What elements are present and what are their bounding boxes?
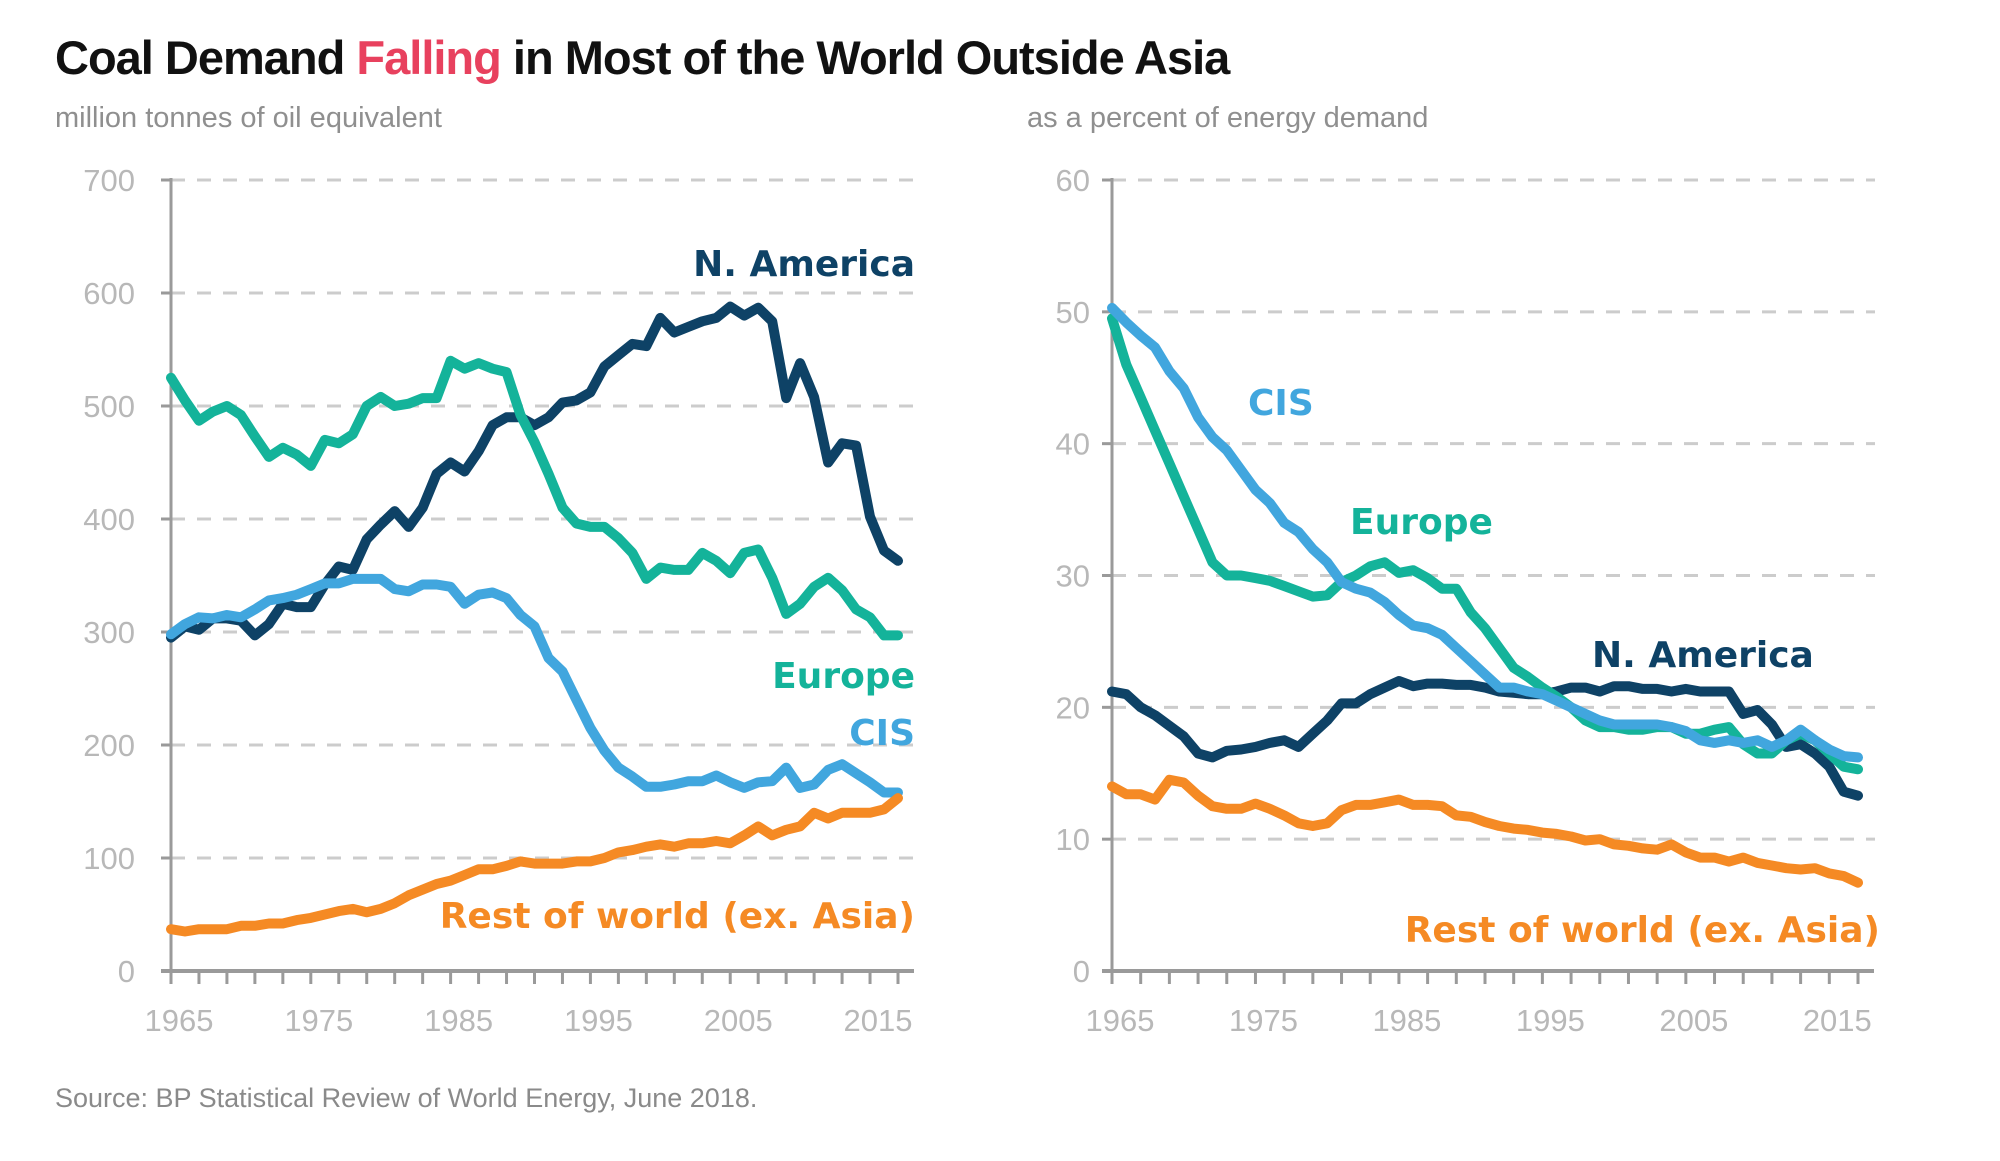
- left-label-n-america: N. America: [693, 244, 915, 285]
- right-label-rest: Rest of world (ex. Asia): [1405, 910, 1880, 951]
- right-x-tick-label: 2015: [1803, 1003, 1872, 1038]
- right-x-tick-label: 1995: [1516, 1003, 1585, 1038]
- title-suffix: in Most of the World Outside Asia: [500, 31, 1230, 84]
- right-series-rest: [1107, 774, 1863, 888]
- left-x-tick-label: 1995: [564, 1003, 633, 1038]
- right-label-cis: CIS: [1248, 383, 1314, 424]
- left-label-cis: CIS: [849, 713, 915, 754]
- right-y-tick-label: 50: [1056, 295, 1090, 330]
- right-series-n-america: [1107, 676, 1863, 801]
- left-series-europe: [166, 355, 903, 641]
- left-x-tick-label: 2015: [844, 1003, 913, 1038]
- left-x-tick-label: 1985: [424, 1003, 493, 1038]
- right-y-tick-label: 30: [1056, 559, 1090, 594]
- right-x-tick-label: 1965: [1086, 1003, 1155, 1038]
- right-label-europe: Europe: [1350, 502, 1493, 543]
- left-label-rest: Rest of world (ex. Asia): [440, 896, 915, 937]
- left-y-tick-label: 200: [83, 728, 135, 763]
- chart-title: Coal Demand Falling in Most of the World…: [55, 30, 1230, 85]
- left-series-n-america: [166, 301, 903, 643]
- left-series-rest: [166, 793, 903, 937]
- left-x-tick-label: 2005: [704, 1003, 773, 1038]
- left-x-tick-label: 1965: [145, 1003, 214, 1038]
- left-y-tick-label: 600: [83, 276, 135, 311]
- left-y-tick-label: 300: [83, 615, 135, 650]
- left-label-europe: Europe: [772, 656, 915, 697]
- left-y-tick-label: 700: [83, 163, 135, 198]
- title-prefix: Coal Demand: [55, 31, 357, 84]
- left-y-tick-label: 500: [83, 389, 135, 424]
- right-y-tick-label: 60: [1056, 163, 1090, 198]
- left-chart-subtitle: million tonnes of oil equivalent: [55, 102, 442, 134]
- right-x-tick-label: 1975: [1229, 1003, 1298, 1038]
- right-chart-subtitle: as a percent of energy demand: [1027, 102, 1429, 134]
- right-y-tick-label: 0: [1073, 954, 1090, 989]
- left-series-cis: [166, 573, 903, 798]
- source-note: Source: BP Statistical Review of World E…: [55, 1083, 758, 1113]
- right-x-tick-label: 2005: [1659, 1003, 1728, 1038]
- right-series-europe: [1107, 313, 1863, 775]
- right-series-cis: [1107, 302, 1863, 763]
- right-y-tick-label: 20: [1056, 690, 1090, 725]
- left-y-tick-label: 0: [118, 954, 135, 989]
- right-y-tick-label: 40: [1056, 427, 1090, 462]
- left-y-tick-label: 400: [83, 502, 135, 537]
- title-highlight: Falling: [356, 31, 501, 84]
- right-x-tick-label: 1985: [1372, 1003, 1441, 1038]
- right-y-tick-label: 10: [1056, 822, 1090, 857]
- left-y-tick-label: 100: [83, 841, 135, 876]
- left-x-tick-label: 1975: [284, 1003, 353, 1038]
- right-label-n-america: N. America: [1592, 635, 1814, 676]
